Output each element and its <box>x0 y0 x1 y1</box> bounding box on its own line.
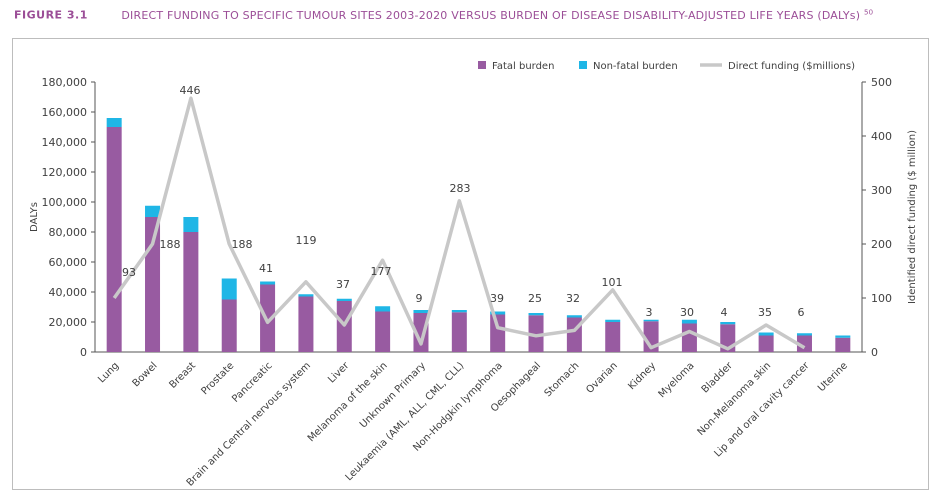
nonfatal-bar <box>145 205 161 217</box>
funding-data-label: 4 <box>721 306 728 319</box>
nonfatal-bar <box>720 322 736 325</box>
nonfatal-bar <box>183 217 199 232</box>
funding-line <box>112 96 806 351</box>
funding-data-label: 188 <box>232 238 253 251</box>
right-tick-label: 300 <box>871 184 892 197</box>
fatal-bar <box>106 127 122 352</box>
funding-data-label: 32 <box>566 292 580 305</box>
funding-data-label: 25 <box>528 292 542 305</box>
funding-data-label: 101 <box>602 276 623 289</box>
chart-frame <box>12 38 929 490</box>
category-label: Kidney <box>626 360 658 392</box>
right-tick-label: 400 <box>871 130 892 143</box>
right-tick-label: 100 <box>871 292 892 305</box>
nonfatal-bar <box>758 332 774 336</box>
fatal-bar <box>835 337 851 352</box>
nonfatal-bar <box>413 310 429 313</box>
legend-swatch-nonfatal <box>579 61 587 69</box>
fatal-bar <box>758 335 774 352</box>
left-tick-label: 140,000 <box>42 136 88 149</box>
left-tick-label: 40,000 <box>49 286 88 299</box>
legend-label-funding: Direct funding ($millions) <box>728 61 855 72</box>
right-axis-title: Identified direct funding ($ million) <box>907 130 918 304</box>
funding-data-label: 30 <box>680 306 694 319</box>
left-tick-label: 160,000 <box>42 106 88 119</box>
figure-number: FIGURE 3.1 <box>14 8 88 22</box>
figure-title: DIRECT FUNDING TO SPECIFIC TUMOUR SITES … <box>121 8 874 22</box>
nonfatal-bar <box>451 310 467 313</box>
funding-data-label: 35 <box>758 306 772 319</box>
fatal-bar <box>451 312 467 352</box>
fatal-bar <box>490 314 506 352</box>
fatal-bar <box>375 311 391 352</box>
nonfatal-bar <box>796 333 812 336</box>
legend-label-nonfatal: Non-fatal burden <box>593 61 678 72</box>
left-tick-label: 80,000 <box>49 226 88 239</box>
category-label: Stomach <box>543 360 582 399</box>
left-axis-title: DALYs <box>29 202 40 232</box>
funding-data-label: 283 <box>450 182 471 195</box>
left-tick-label: 180,000 <box>42 76 88 89</box>
category-label: Unknown Primary <box>358 360 428 430</box>
fatal-bar <box>605 322 621 352</box>
funding-data-label: 93 <box>122 266 136 279</box>
fatal-bar <box>183 232 199 352</box>
figure-header: FIGURE 3.1 DIRECT FUNDING TO SPECIFIC TU… <box>14 8 873 22</box>
funding-data-label: 119 <box>296 234 317 247</box>
funding-data-label: 9 <box>416 292 423 305</box>
funding-data-label: 39 <box>490 292 504 305</box>
funding-data-label: 6 <box>798 306 805 319</box>
category-label: Myeloma <box>657 360 697 400</box>
left-tick-label: 20,000 <box>49 316 88 329</box>
nonfatal-bar <box>490 311 506 315</box>
legend-swatch-fatal <box>478 61 486 69</box>
category-label: Lung <box>96 360 121 385</box>
right-tick-label: 0 <box>871 346 878 359</box>
fatal-bar <box>260 284 276 352</box>
nonfatal-bar <box>605 319 621 322</box>
fatal-bar <box>298 296 314 352</box>
nonfatal-bar <box>221 278 237 300</box>
left-tick-label: 100,000 <box>42 196 88 209</box>
category-label: Non-Melanoma skin <box>696 360 774 438</box>
figure-title-ref: 50 <box>863 8 874 16</box>
funding-data-label: 3 <box>646 306 653 319</box>
nonfatal-bar <box>260 281 276 285</box>
category-label: Bladder <box>700 360 736 396</box>
funding-data-label: 41 <box>259 262 273 275</box>
fatal-bar <box>796 335 812 352</box>
funding-data-label: 177 <box>371 265 392 278</box>
fatal-bar <box>413 313 429 352</box>
category-label: Prostate <box>199 360 236 397</box>
nonfatal-bar <box>566 315 582 318</box>
nonfatal-bar <box>336 298 352 301</box>
nonfatal-bar <box>528 313 544 316</box>
category-label: Liver <box>326 360 352 386</box>
left-tick-label: 60,000 <box>49 256 88 269</box>
fatal-bar <box>681 323 697 352</box>
legend-label-fatal: Fatal burden <box>492 61 554 72</box>
nonfatal-bar <box>298 294 314 297</box>
category-label: Uterine <box>816 360 850 394</box>
funding-data-label: 188 <box>160 238 181 251</box>
nonfatal-bar <box>835 335 851 338</box>
nonfatal-bar <box>643 319 659 322</box>
right-tick-label: 200 <box>871 238 892 251</box>
funding-data-label: 37 <box>336 278 350 291</box>
category-label: Breast <box>167 360 198 391</box>
left-tick-label: 0 <box>80 346 87 359</box>
nonfatal-bar <box>106 118 122 127</box>
category-label: Ovarian <box>584 360 620 396</box>
fatal-bar <box>528 315 544 352</box>
nonfatal-bar <box>681 319 697 324</box>
right-tick-label: 500 <box>871 76 892 89</box>
nonfatal-bar <box>375 306 391 312</box>
funding-data-label: 446 <box>180 84 201 97</box>
category-label: Bowel <box>131 360 160 389</box>
left-tick-label: 120,000 <box>42 166 88 179</box>
fatal-bar <box>221 299 237 352</box>
